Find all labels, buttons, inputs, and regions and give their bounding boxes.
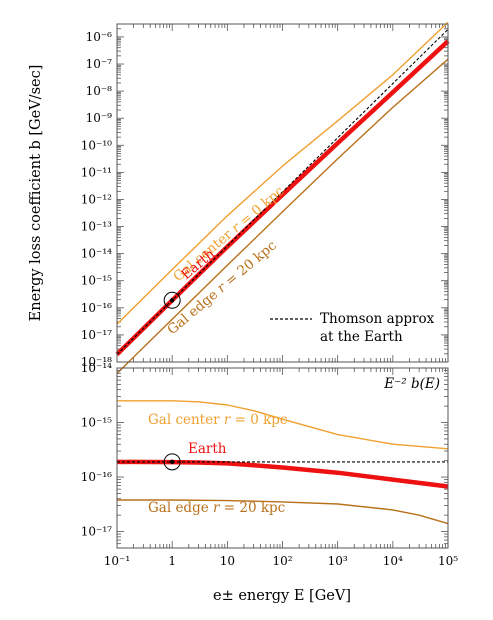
bottom-series [116, 400, 449, 525]
bottom-xtick-labels: 10⁻¹ 1 10 10² 10³ 10⁴ 10⁵ [104, 554, 458, 568]
x-tick-label: 10⁴ [383, 554, 403, 568]
y-tick-label: 10⁻¹² [81, 192, 112, 206]
series-line-gal-edge-r-20-kpc [117, 499, 449, 525]
bottom-ticks [116, 367, 449, 549]
y-tick-label: 10⁻¹¹ [81, 165, 112, 179]
bottom-plot-frame [116, 367, 449, 549]
earth-marker-ring [163, 291, 181, 309]
legend-text-line2: at the Earth [320, 329, 403, 345]
earth-marker-dot [169, 459, 175, 465]
bottom-label-gal-center: Gal center r = 0 kpc [148, 412, 288, 428]
x-tick-label: 10³ [328, 554, 348, 568]
y-tick-label: 10⁻¹⁴ [81, 361, 112, 375]
earth-marker-ring [163, 453, 181, 471]
series-line-earth [116, 459, 449, 489]
x-tick-label: 1 [168, 554, 176, 568]
y-tick-label: 10⁻¹⁵ [81, 274, 112, 288]
y-tick-label: 10⁻¹⁵ [81, 416, 112, 430]
top-panel: 10⁻¹⁸ 10⁻¹⁷ 10⁻¹⁶ 10⁻¹⁵ 10⁻¹⁴ 10⁻¹³ 10⁻¹² 10⁻¹¹… [28, 21, 450, 374]
x-tick-label: 10⁻¹ [104, 554, 130, 568]
bottom-panel-title: E⁻² b(E) [383, 376, 440, 392]
y-tick-label: 10⁻⁹ [86, 111, 113, 125]
y-tick-label: 10⁻¹⁸ [81, 355, 112, 369]
y-tick-label: 10⁻⁶ [86, 30, 113, 44]
top-ylabel: Energy loss coefficient b [GeV/sec] [28, 65, 44, 322]
earth-marker-dot [169, 298, 175, 303]
top-ytick-labels: 10⁻¹⁸ 10⁻¹⁷ 10⁻¹⁶ 10⁻¹⁵ 10⁻¹⁴ 10⁻¹³ 10⁻¹² 10⁻¹¹… [81, 30, 112, 369]
top-plot-frame [116, 23, 449, 363]
x-tick-label: 10⁵ [438, 554, 458, 568]
series-line-gal-edge-r-20-kpc [116, 58, 449, 374]
bottom-label-earth: Earth [188, 441, 227, 457]
y-tick-label: 10⁻¹⁷ [81, 328, 112, 342]
y-tick-label: 10⁻¹⁶ [81, 470, 112, 484]
legend-text-line1: Thomson approx [320, 311, 435, 327]
series-line-gal-center-r-0-kpc [116, 21, 449, 325]
y-tick-label: 10⁻¹⁰ [81, 138, 112, 152]
y-tick-label: 10⁻¹⁶ [81, 301, 112, 315]
bottom-ytick-labels: 10⁻¹⁷ 10⁻¹⁶ 10⁻¹⁵ 10⁻¹⁴ [81, 361, 112, 539]
top-series [115, 21, 450, 374]
bottom-xlabel: e± energy E [GeV] [213, 588, 351, 604]
y-tick-label: 10⁻¹³ [81, 220, 112, 234]
top-ticks [116, 23, 449, 363]
x-tick-label: 10 [220, 554, 235, 568]
series-line-gal-center-r-0-kpc [117, 400, 449, 450]
y-tick-label: 10⁻¹⁴ [81, 247, 112, 261]
y-tick-label: 10⁻⁷ [86, 57, 113, 71]
y-tick-label: 10⁻¹⁷ [81, 525, 112, 539]
bottom-label-gal-edge: Gal edge r = 20 kpc [148, 500, 285, 516]
y-tick-label: 10⁻⁸ [86, 84, 113, 98]
x-tick-label: 10² [272, 554, 292, 568]
bottom-panel: 10⁻¹⁷ 10⁻¹⁶ 10⁻¹⁵ 10⁻¹⁴ 10⁻¹ 1 10 10² 10³ 10⁴ 10⁵… [81, 361, 458, 604]
